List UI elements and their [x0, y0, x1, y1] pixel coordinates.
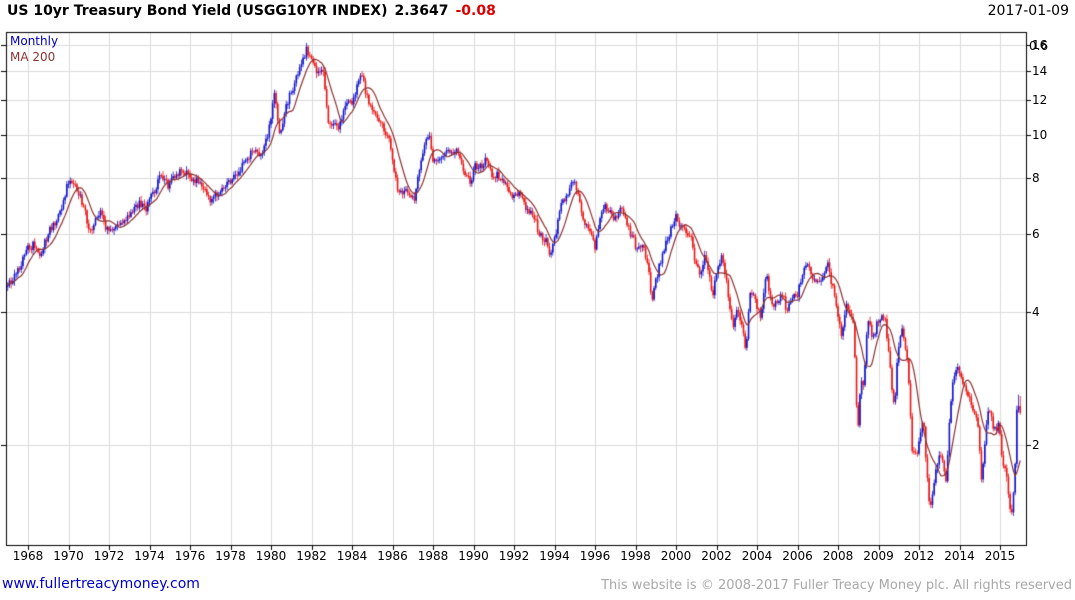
copyright-text: This website is © 2008-2017 Fuller Treac…: [601, 578, 1072, 593]
x-tick-label: 1986: [377, 549, 408, 563]
x-tick-label: 1984: [336, 549, 368, 563]
x-tick-label: 2002: [701, 549, 732, 563]
chart-title: US 10yr Treasury Bond Yield (USGG10YR IN…: [7, 3, 496, 19]
y-tick-label: 14: [1032, 63, 1048, 78]
x-tick-label: 2000: [660, 549, 692, 563]
x-tick-label: 1976: [174, 549, 206, 563]
x-tick-label: 1994: [539, 549, 570, 563]
x-tick-label: 2006: [782, 549, 813, 563]
y-tick-label: 6: [1032, 226, 1040, 241]
y-tick-label: 12: [1032, 93, 1048, 108]
x-tick-label: 1990: [458, 549, 489, 563]
legend-ma-label: MA 200: [10, 50, 56, 64]
x-tick-label: 2012: [903, 549, 935, 563]
instrument-name: US 10yr Treasury Bond Yield (USGG10YR IN…: [7, 3, 388, 19]
x-tick-label: 2009: [863, 549, 894, 563]
x-tick-label: 1970: [53, 549, 84, 563]
y-tick-label: 2: [1032, 438, 1040, 452]
x-tick-label: 1978: [215, 549, 246, 563]
y-tick-label: 4: [1032, 304, 1040, 319]
y-tick-label: 16: [1032, 38, 1048, 52]
x-tick-label: 1996: [579, 549, 611, 563]
x-tick-label: 2015: [984, 549, 1016, 563]
y-tick-overlap-label: 0.6: [1029, 39, 1049, 53]
x-tick-label: 2014: [944, 549, 975, 563]
x-tick-label: 1988: [417, 549, 449, 563]
chart-date: 2017-01-09: [987, 3, 1069, 19]
y-tick-label: 8: [1032, 171, 1040, 186]
change-value: -0.08: [455, 3, 496, 19]
x-tick-label: 1992: [498, 549, 530, 563]
x-tick-label: 2004: [741, 549, 773, 563]
x-tick-label: 1980: [255, 549, 287, 563]
y-tick-label: 10: [1032, 128, 1048, 143]
last-value: 2.3647: [394, 3, 449, 19]
x-tick-label: 1998: [620, 549, 651, 563]
x-tick-label: 1968: [12, 549, 44, 563]
x-tick-label: 1982: [296, 549, 327, 563]
x-tick-label: 1972: [93, 549, 125, 563]
x-tick-label: 2008: [822, 549, 854, 563]
x-tick-label: 1974: [134, 549, 165, 563]
website-link[interactable]: www.fullertreacymoney.com: [2, 576, 200, 592]
legend-series-label: Monthly: [10, 34, 59, 48]
